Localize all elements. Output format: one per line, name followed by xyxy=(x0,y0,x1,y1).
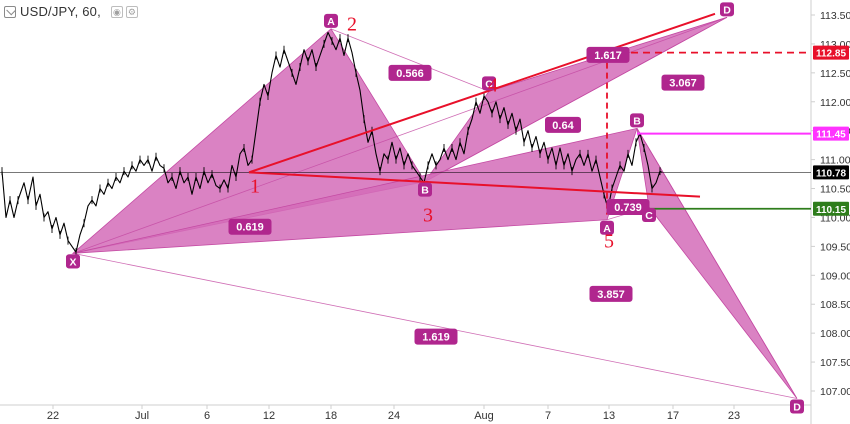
point-label[interactable]: C xyxy=(645,210,653,222)
chart-header: USD/JPY, 60, ◉ ⚙ xyxy=(4,4,141,19)
upper-trend-line[interactable] xyxy=(248,12,716,174)
x-tick-label: 17 xyxy=(667,410,679,422)
y-tick-label: 108.00 xyxy=(820,328,850,340)
x-tick-label: 18 xyxy=(325,410,337,422)
y-tick-label: 110.50 xyxy=(820,184,850,196)
ratio-label: 0.619 xyxy=(236,222,264,234)
point-label-box[interactable] xyxy=(482,76,496,91)
point-label-box[interactable] xyxy=(418,182,432,197)
ratio-label-box xyxy=(586,46,630,63)
support-price-label: 110.15 xyxy=(816,205,846,216)
lower-trend-line[interactable] xyxy=(248,171,701,198)
ratio-label-box xyxy=(606,199,650,216)
price-series[interactable] xyxy=(1,31,663,253)
trend-lines[interactable] xyxy=(248,12,716,198)
point-label-box[interactable] xyxy=(66,254,80,269)
pattern-line-ac[interactable] xyxy=(330,28,490,92)
collapse-toggle-icon[interactable] xyxy=(4,5,16,18)
wave-label: 2 xyxy=(347,14,357,36)
y-tick-label: 107.00 xyxy=(820,386,850,398)
y-tick-label: 107.50 xyxy=(820,357,850,369)
point-label[interactable]: A xyxy=(327,16,335,28)
current-price-tag xyxy=(813,165,849,180)
y-tick-label: 108.50 xyxy=(820,299,850,311)
gear-icon[interactable]: ⚙ xyxy=(125,5,138,18)
ratio-label: 1.619 xyxy=(422,332,450,344)
wave-label: 5 xyxy=(604,231,614,253)
point-label[interactable]: C xyxy=(485,78,493,90)
ratio-label: 1.617 xyxy=(594,50,622,62)
ratio-label: 0.566 xyxy=(396,68,424,80)
y-tick-label: 113.50 xyxy=(820,10,850,22)
pattern-line-xd[interactable] xyxy=(72,252,798,399)
resistance-price-label: 111.45 xyxy=(816,130,846,141)
eye-icon[interactable]: ◉ xyxy=(110,5,123,18)
pattern-line-bd[interactable] xyxy=(636,128,798,399)
x-tick-label: 13 xyxy=(603,410,615,422)
point-label-box[interactable] xyxy=(600,220,614,235)
ratio-label-box xyxy=(388,64,432,81)
point-label-box[interactable] xyxy=(790,399,804,414)
ratio-label: 3.067 xyxy=(669,78,697,90)
point-label-box[interactable] xyxy=(642,208,656,223)
ratio-label-box xyxy=(228,218,272,235)
target-price-tag xyxy=(813,45,849,60)
point-label[interactable]: B xyxy=(421,185,429,197)
symbol-label[interactable]: USD/JPY, 60, xyxy=(20,4,101,19)
ratio-label: 0.64 xyxy=(552,120,574,132)
x-axis: 22 Jul 6 12 18 24 Aug 7 13 17 23 xyxy=(0,404,811,422)
ratio-label: 0.739 xyxy=(614,202,642,214)
point-label[interactable]: A xyxy=(603,223,611,235)
x-tick-label: 22 xyxy=(47,410,59,422)
y-tick-label: 112.50 xyxy=(820,68,850,80)
price-wicks xyxy=(1,34,661,257)
y-tick-label: 109.50 xyxy=(820,241,850,253)
point-label[interactable]: B xyxy=(633,115,641,127)
target-price-label: 112.85 xyxy=(816,49,846,60)
y-tick-label: 112.00 xyxy=(820,97,850,109)
x-tick-label: 7 xyxy=(545,410,551,422)
pattern-point-labels[interactable]: XABCDXABCD xyxy=(66,2,804,414)
point-label-box[interactable] xyxy=(630,113,644,128)
x-tick-label: Jul xyxy=(135,410,149,422)
resistance-price-tag xyxy=(813,126,849,141)
y-tick-label: 111.00 xyxy=(820,155,850,167)
current-price-label: 110.78 xyxy=(816,168,846,179)
x-tick-label: 12 xyxy=(263,410,275,422)
ratio-labels: 0.619 0.566 3.067 0.64 0.739 3.857 1.619 1.617 xyxy=(228,46,705,345)
x-tick-label: Aug xyxy=(474,410,494,422)
support-price-tag xyxy=(813,201,849,216)
pattern-triangle-xab[interactable] xyxy=(72,127,638,254)
wave-labels: 1 2 3 4 5 xyxy=(250,14,614,253)
point-label[interactable]: X xyxy=(69,256,76,268)
point-label-box[interactable] xyxy=(720,2,734,17)
y-tick-label: 109.00 xyxy=(820,270,850,282)
x-tick-label: 23 xyxy=(728,410,740,422)
harmonic-patterns[interactable] xyxy=(71,16,798,399)
point-label-box[interactable] xyxy=(324,13,338,28)
point-label[interactable]: D xyxy=(793,402,801,414)
pattern-line-bd[interactable] xyxy=(424,16,728,182)
wave-label: 3 xyxy=(423,205,433,227)
ratio-label: 3.857 xyxy=(597,289,625,301)
wave-label: 1 xyxy=(250,176,260,198)
ratio-label-box xyxy=(545,116,581,133)
ratio-label-box xyxy=(661,74,705,91)
price-labels: 110.78 111.45 110.15 112.85 xyxy=(813,45,849,216)
x-tick-label: 24 xyxy=(388,410,400,422)
ratio-label-box xyxy=(414,328,458,345)
ratio-label-box xyxy=(589,285,633,302)
point-label[interactable]: D xyxy=(723,4,731,16)
x-tick-label: 6 xyxy=(204,410,210,422)
wave-label: 4 xyxy=(488,74,498,96)
